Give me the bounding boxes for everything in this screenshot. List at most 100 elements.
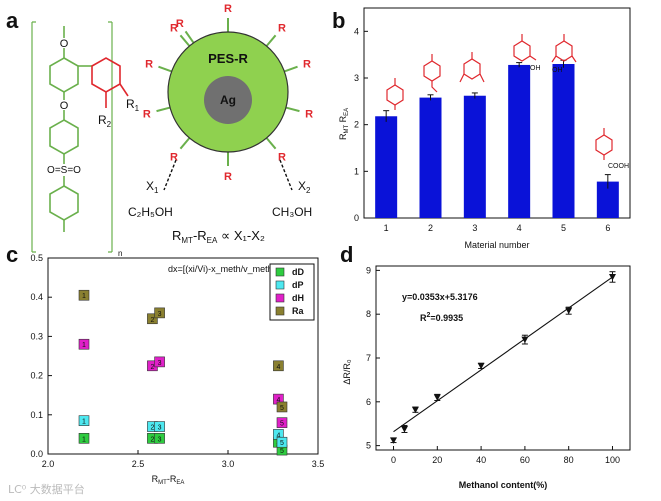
d-ytick-label-4: 9 bbox=[366, 265, 371, 275]
r2-label: R2 bbox=[98, 113, 112, 129]
d-ylabel: ΔR/R₀ bbox=[342, 359, 352, 385]
c-marker-num-dH-4: 4 bbox=[276, 397, 280, 404]
d-fit-equation: y=0.0353x+5.3176 bbox=[402, 292, 478, 302]
c-legend-swatch-dH bbox=[275, 293, 285, 303]
ether-oxygen-mid: O bbox=[60, 100, 69, 112]
b-bars bbox=[375, 59, 619, 218]
c-legend-label-Ra: Ra bbox=[292, 306, 304, 316]
b-ylabel: RMT REA bbox=[338, 108, 350, 140]
d-xtick-label-5: 100 bbox=[605, 455, 620, 465]
c-legend-items: dD dP dH Ra bbox=[275, 267, 304, 316]
core-label: Ag bbox=[220, 93, 236, 107]
d-markers bbox=[390, 271, 616, 444]
c-marker-num-dD-1: 1 bbox=[82, 436, 86, 443]
panel-d: d 5 6 7 8 9 0 20 40 60 80 100 y=0.0353x+5.3176 R2=… bbox=[340, 242, 631, 490]
c-marker-dD-3 bbox=[154, 433, 165, 444]
c-legend-swatch-Ra bbox=[275, 306, 285, 316]
molecule-4-oh: OH bbox=[530, 65, 541, 72]
d-marker-0 bbox=[390, 437, 398, 444]
c-ytick-label-2: 0.2 bbox=[30, 371, 43, 381]
molecule-5-icon bbox=[551, 34, 577, 63]
d-marker-7 bbox=[608, 273, 616, 281]
r-spoke-9 bbox=[158, 65, 172, 73]
watermark: LC⁰ 大数据平台 bbox=[8, 483, 85, 496]
b-ytick-label-0: 0 bbox=[354, 213, 359, 223]
d-xtick-label-3: 60 bbox=[520, 455, 530, 465]
molecule-2-icon bbox=[423, 54, 441, 93]
c-marker-num-dP-1: 1 bbox=[82, 419, 86, 426]
molecule-5-oh: OH bbox=[552, 67, 563, 74]
c-legend-label-dP: dP bbox=[292, 280, 304, 290]
r-spoke-8 bbox=[156, 106, 171, 113]
c-marker-dH-5 bbox=[276, 417, 288, 428]
r-spoke-10 bbox=[184, 30, 195, 44]
c-xlabel: RMT-REA bbox=[152, 474, 185, 486]
plot-c-frame bbox=[47, 257, 319, 455]
d-marker-3 bbox=[433, 394, 441, 401]
c-legend-label-dH: dH bbox=[292, 293, 304, 303]
b-bar-5 bbox=[552, 64, 575, 218]
d-marker-6 bbox=[565, 307, 573, 315]
repeat-n-label: n bbox=[118, 249, 122, 258]
c-legend-label-dD: dD bbox=[292, 267, 304, 277]
panel-a: a O O O=S=O n R1 R2 bbox=[6, 3, 313, 258]
d-fit-line bbox=[393, 276, 613, 433]
c-marker-num-dP-2: 2 bbox=[150, 425, 154, 432]
r-spoke-5 bbox=[265, 137, 277, 150]
d-marker-4 bbox=[477, 362, 485, 370]
b-axis-ticks: 0 1 2 3 4 1 2 3 4 5 6 bbox=[354, 26, 610, 233]
r1-label: R1 bbox=[126, 97, 140, 113]
c-ytick-label-1: 0.1 bbox=[30, 410, 43, 420]
ag-core bbox=[204, 76, 252, 124]
d-ytick-label-2: 7 bbox=[366, 353, 371, 363]
c-ytick-label-4: 0.4 bbox=[30, 292, 43, 302]
x1-label: X1 bbox=[146, 179, 159, 195]
r-label-8: R bbox=[143, 109, 151, 121]
r-spoke-11 bbox=[179, 34, 191, 47]
b-xtick-label-5: 5 bbox=[561, 223, 566, 233]
c-marker-Ra-3 bbox=[154, 307, 165, 319]
c-marker-dP-3 bbox=[154, 421, 165, 432]
r-spokes bbox=[156, 18, 300, 166]
c-marker-Ra-5 bbox=[276, 401, 288, 413]
ethanol-label: C₂H₅OH bbox=[128, 205, 173, 219]
r-label-9: R bbox=[145, 58, 153, 70]
c-ytick-label-0: 0.0 bbox=[30, 449, 43, 459]
relation-label: RMT-REA ∝ X₁-X₂ bbox=[172, 228, 265, 245]
panel-label-d: d bbox=[340, 242, 353, 267]
d-fit-r2: R2=0.9935 bbox=[420, 312, 463, 323]
d-xtick-label-0: 0 bbox=[391, 455, 396, 465]
x2-dashed-link bbox=[279, 159, 293, 191]
methanol-label: CH₃OH bbox=[272, 205, 312, 219]
d-ytick-label-0: 5 bbox=[366, 441, 371, 451]
b-bar-4 bbox=[508, 64, 531, 218]
r-spoke-7 bbox=[179, 137, 191, 150]
c-markers: 12345123451234512345 bbox=[78, 289, 288, 456]
c-marker-dD-1 bbox=[78, 433, 90, 444]
molecule-6-icon bbox=[595, 128, 613, 160]
c-marker-Ra-4 bbox=[273, 360, 284, 372]
c-marker-num-dD-2: 2 bbox=[150, 436, 154, 443]
c-marker-num-Ra-5: 5 bbox=[280, 405, 284, 412]
c-marker-num-dH-2: 2 bbox=[150, 364, 154, 371]
c-marker-num-dP-5: 5 bbox=[280, 440, 284, 447]
shell-label: PES-R bbox=[208, 51, 248, 66]
d-xtick-label-1: 20 bbox=[432, 455, 442, 465]
r-spoke-4 bbox=[285, 106, 300, 113]
ether-oxygen-top: O bbox=[60, 38, 69, 50]
panel-label-c: c bbox=[6, 242, 18, 267]
d-marker-5 bbox=[521, 336, 529, 344]
b-ytick-label-2: 2 bbox=[354, 120, 359, 130]
b-xlabel: Material number bbox=[464, 240, 529, 250]
c-ytick-label-3: 0.3 bbox=[30, 331, 43, 341]
b-bar-6 bbox=[596, 181, 619, 218]
d-xtick-label-4: 80 bbox=[564, 455, 574, 465]
b-xtick-label-2: 2 bbox=[428, 223, 433, 233]
polymer-structure bbox=[31, 21, 113, 253]
d-marker-1 bbox=[400, 425, 408, 433]
b-xtick-label-3: 3 bbox=[472, 223, 477, 233]
panel-c: c 0.0 0.1 0.2 0.3 0.4 0.5 2.0 2.5 3.0 3.5 dx=[(xi… bbox=[6, 242, 324, 486]
r-label-7: R bbox=[170, 151, 178, 163]
c-legend-swatch-dD bbox=[275, 267, 285, 277]
